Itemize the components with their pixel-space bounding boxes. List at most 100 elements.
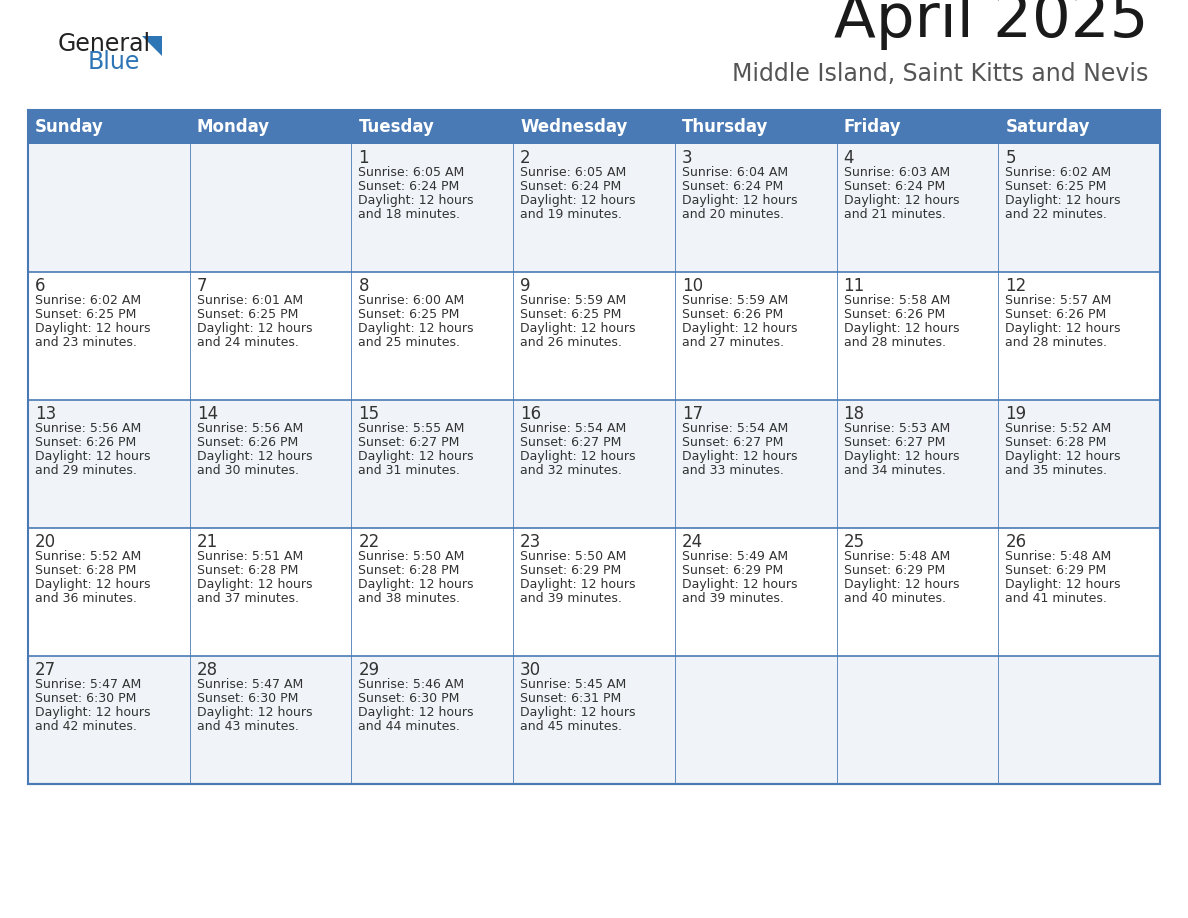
Text: Sunrise: 6:04 AM: Sunrise: 6:04 AM [682, 166, 788, 179]
Text: Sunrise: 5:48 AM: Sunrise: 5:48 AM [843, 550, 950, 563]
Text: Sunset: 6:25 PM: Sunset: 6:25 PM [359, 308, 460, 321]
Text: and 40 minutes.: and 40 minutes. [843, 592, 946, 605]
Text: and 37 minutes.: and 37 minutes. [197, 592, 298, 605]
Text: and 43 minutes.: and 43 minutes. [197, 720, 298, 733]
Text: 1: 1 [359, 149, 369, 167]
Text: Sunrise: 5:56 AM: Sunrise: 5:56 AM [197, 422, 303, 435]
Text: and 42 minutes.: and 42 minutes. [34, 720, 137, 733]
Text: Sunrise: 5:51 AM: Sunrise: 5:51 AM [197, 550, 303, 563]
Text: and 30 minutes.: and 30 minutes. [197, 464, 298, 477]
Text: April 2025: April 2025 [834, 0, 1148, 50]
Text: Daylight: 12 hours: Daylight: 12 hours [682, 194, 797, 207]
Text: Sunrise: 5:59 AM: Sunrise: 5:59 AM [682, 294, 788, 307]
Text: Sunrise: 6:05 AM: Sunrise: 6:05 AM [520, 166, 626, 179]
Text: Sunset: 6:30 PM: Sunset: 6:30 PM [359, 692, 460, 705]
Text: Sunset: 6:29 PM: Sunset: 6:29 PM [1005, 564, 1106, 577]
Text: Wednesday: Wednesday [520, 118, 627, 136]
Text: and 23 minutes.: and 23 minutes. [34, 336, 137, 349]
Text: 3: 3 [682, 149, 693, 167]
Text: 5: 5 [1005, 149, 1016, 167]
Text: and 27 minutes.: and 27 minutes. [682, 336, 784, 349]
Text: 26: 26 [1005, 533, 1026, 551]
Text: Sunday: Sunday [34, 118, 103, 136]
Text: Daylight: 12 hours: Daylight: 12 hours [843, 322, 959, 335]
Text: Daylight: 12 hours: Daylight: 12 hours [1005, 450, 1120, 463]
Text: Sunset: 6:30 PM: Sunset: 6:30 PM [34, 692, 137, 705]
Text: Daylight: 12 hours: Daylight: 12 hours [197, 578, 312, 591]
Text: Sunset: 6:26 PM: Sunset: 6:26 PM [1005, 308, 1106, 321]
Text: Daylight: 12 hours: Daylight: 12 hours [359, 194, 474, 207]
Text: 29: 29 [359, 661, 379, 679]
Text: Daylight: 12 hours: Daylight: 12 hours [197, 322, 312, 335]
Text: Sunrise: 6:02 AM: Sunrise: 6:02 AM [34, 294, 141, 307]
Text: Daylight: 12 hours: Daylight: 12 hours [843, 194, 959, 207]
Text: Daylight: 12 hours: Daylight: 12 hours [1005, 578, 1120, 591]
Text: 11: 11 [843, 277, 865, 295]
Text: Daylight: 12 hours: Daylight: 12 hours [520, 578, 636, 591]
Bar [29, 110, 1159, 144]
Text: and 29 minutes.: and 29 minutes. [34, 464, 137, 477]
Bar [29, 400, 1159, 528]
Text: 2: 2 [520, 149, 531, 167]
Text: Middle Island, Saint Kitts and Nevis: Middle Island, Saint Kitts and Nevis [732, 62, 1148, 86]
Text: Sunrise: 5:59 AM: Sunrise: 5:59 AM [520, 294, 626, 307]
Text: Sunset: 6:28 PM: Sunset: 6:28 PM [34, 564, 137, 577]
Text: Sunrise: 5:52 AM: Sunrise: 5:52 AM [34, 550, 141, 563]
Text: and 28 minutes.: and 28 minutes. [1005, 336, 1107, 349]
Text: and 39 minutes.: and 39 minutes. [682, 592, 784, 605]
Text: Sunrise: 5:53 AM: Sunrise: 5:53 AM [843, 422, 950, 435]
Text: and 41 minutes.: and 41 minutes. [1005, 592, 1107, 605]
Text: Sunset: 6:31 PM: Sunset: 6:31 PM [520, 692, 621, 705]
Text: Sunrise: 6:02 AM: Sunrise: 6:02 AM [1005, 166, 1112, 179]
Text: Daylight: 12 hours: Daylight: 12 hours [34, 322, 151, 335]
Text: Daylight: 12 hours: Daylight: 12 hours [682, 450, 797, 463]
Text: 28: 28 [197, 661, 217, 679]
Text: Sunset: 6:24 PM: Sunset: 6:24 PM [520, 180, 621, 193]
Text: Sunrise: 5:58 AM: Sunrise: 5:58 AM [843, 294, 950, 307]
Text: and 32 minutes.: and 32 minutes. [520, 464, 623, 477]
Text: Thursday: Thursday [682, 118, 769, 136]
Text: Monday: Monday [197, 118, 270, 136]
Text: Sunset: 6:30 PM: Sunset: 6:30 PM [197, 692, 298, 705]
Text: Sunrise: 5:50 AM: Sunrise: 5:50 AM [520, 550, 626, 563]
Text: and 36 minutes.: and 36 minutes. [34, 592, 137, 605]
Text: and 31 minutes.: and 31 minutes. [359, 464, 460, 477]
Text: Sunset: 6:25 PM: Sunset: 6:25 PM [1005, 180, 1107, 193]
Text: Sunset: 6:26 PM: Sunset: 6:26 PM [682, 308, 783, 321]
Text: Daylight: 12 hours: Daylight: 12 hours [34, 578, 151, 591]
Text: and 22 minutes.: and 22 minutes. [1005, 208, 1107, 221]
Text: Sunrise: 5:48 AM: Sunrise: 5:48 AM [1005, 550, 1112, 563]
Text: 30: 30 [520, 661, 542, 679]
Text: 27: 27 [34, 661, 56, 679]
Text: 21: 21 [197, 533, 217, 551]
Text: and 33 minutes.: and 33 minutes. [682, 464, 784, 477]
Text: 18: 18 [843, 405, 865, 423]
Text: Sunrise: 5:47 AM: Sunrise: 5:47 AM [197, 678, 303, 691]
Text: Daylight: 12 hours: Daylight: 12 hours [520, 450, 636, 463]
Text: 9: 9 [520, 277, 531, 295]
Text: 14: 14 [197, 405, 217, 423]
Text: 15: 15 [359, 405, 379, 423]
Text: and 45 minutes.: and 45 minutes. [520, 720, 623, 733]
Text: and 44 minutes.: and 44 minutes. [359, 720, 460, 733]
Bar [29, 144, 1159, 272]
Text: 4: 4 [843, 149, 854, 167]
Text: Sunrise: 6:00 AM: Sunrise: 6:00 AM [359, 294, 465, 307]
Text: Sunset: 6:24 PM: Sunset: 6:24 PM [682, 180, 783, 193]
Text: 6: 6 [34, 277, 45, 295]
Text: Tuesday: Tuesday [359, 118, 435, 136]
Text: Sunrise: 5:47 AM: Sunrise: 5:47 AM [34, 678, 141, 691]
Text: Sunrise: 5:50 AM: Sunrise: 5:50 AM [359, 550, 465, 563]
Bar [29, 528, 1159, 656]
Text: Daylight: 12 hours: Daylight: 12 hours [520, 706, 636, 719]
Text: Daylight: 12 hours: Daylight: 12 hours [1005, 194, 1120, 207]
Text: 10: 10 [682, 277, 703, 295]
Text: Sunrise: 5:45 AM: Sunrise: 5:45 AM [520, 678, 626, 691]
Text: Sunrise: 6:01 AM: Sunrise: 6:01 AM [197, 294, 303, 307]
Text: Sunset: 6:26 PM: Sunset: 6:26 PM [197, 436, 298, 449]
Text: Daylight: 12 hours: Daylight: 12 hours [1005, 322, 1120, 335]
Text: and 28 minutes.: and 28 minutes. [843, 336, 946, 349]
Text: 17: 17 [682, 405, 703, 423]
Text: and 25 minutes.: and 25 minutes. [359, 336, 461, 349]
Text: 20: 20 [34, 533, 56, 551]
